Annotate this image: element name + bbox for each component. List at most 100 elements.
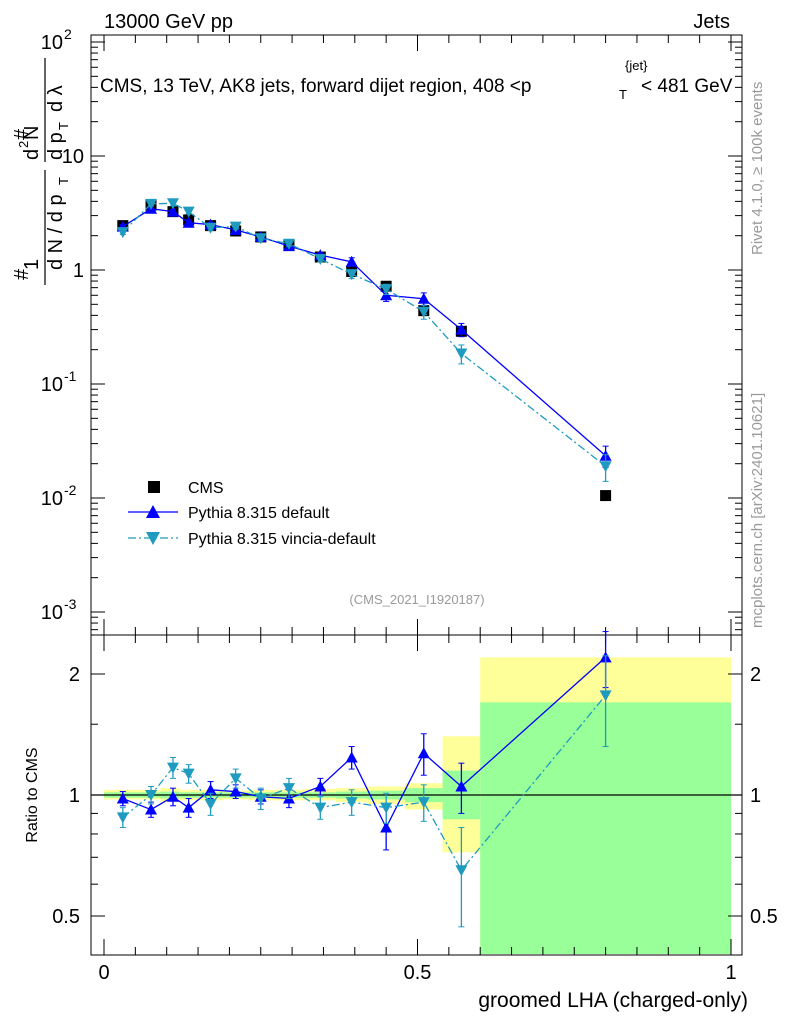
svg-text:Ratio to CMS: Ratio to CMS (24, 747, 41, 842)
main-y-tick-exponent: -1 (64, 368, 77, 384)
main-y-tick-label: 10 (62, 146, 84, 168)
main-series-2 (116, 198, 612, 482)
ratio-point-pythia-vincia (116, 812, 129, 824)
main-point-pythia-vincia (345, 269, 358, 281)
svg-text:d p: d p (45, 132, 67, 160)
legend-marker-cms (148, 481, 160, 493)
svg-text:N: N (21, 126, 43, 140)
svg-text:2: 2 (16, 141, 31, 148)
main-y-tick-label: 1 (73, 260, 84, 282)
ratio-point-pythia-vincia (254, 793, 267, 805)
ratio-point-pythia-vincia (345, 797, 358, 809)
rivet-version-label: Rivet 4.1.0, ≥ 100k events (749, 82, 766, 255)
svg-text:T: T (56, 177, 71, 185)
main-point-pythia-vincia (455, 348, 468, 360)
main-y-label-denominator: d N / d p (45, 194, 67, 270)
header-jets-label: Jets (693, 11, 730, 33)
main-point-pythia-vincia (254, 233, 267, 245)
svg-text:d: d (21, 149, 43, 160)
ratio-y-tick-label-right: 2 (750, 664, 761, 686)
ratio-point-pythia-vincia (455, 865, 468, 877)
legend-entry-pythia-vincia: Pythia 8.315 vincia-default (188, 531, 376, 548)
svg-text:T: T (56, 122, 71, 130)
main-y-tick-label: 10 (41, 374, 63, 396)
x-axis-label: groomed LHA (charged-only) (478, 989, 748, 1012)
main-series-line (122, 208, 607, 457)
ratio-point-pythia-default (314, 780, 327, 792)
main-point-pythia-vincia (380, 284, 393, 296)
main-point-pythia-default (345, 255, 358, 267)
main-point-pythia-vincia (182, 206, 195, 218)
main-point-pythia-default (166, 205, 179, 217)
main-y-tick-label: 10 (41, 32, 63, 54)
plot-title-subscript: T (619, 87, 627, 102)
main-y-tick-exponent: 2 (64, 26, 72, 42)
ratio-point-pythia-vincia (182, 768, 195, 780)
ratio-point-pythia-default (166, 790, 179, 802)
ratio-series-line (122, 694, 607, 872)
main-point-cms (600, 490, 612, 502)
legend-entry-pythia-default: Pythia 8.315 default (188, 505, 330, 522)
plot-title: CMS, 13 TeV, AK8 jets, forward dijet reg… (100, 58, 733, 102)
svg-text:#: # (11, 128, 33, 140)
plot-title-tail: < 481 GeV (641, 76, 733, 97)
ratio-point-pythia-vincia (166, 762, 179, 774)
svg-text:d λ: d λ (45, 85, 67, 112)
main-point-pythia-vincia (282, 238, 295, 250)
svg-text:mcplots.cern.ch [arXiv:2401.10: mcplots.cern.ch [arXiv:2401.10621] (749, 393, 766, 628)
main-y-label-numerator: 1 (21, 259, 43, 270)
main-point-pythia-vincia (204, 222, 217, 234)
plot-title-main: CMS, 13 TeV, AK8 jets, forward dijet reg… (100, 76, 531, 97)
main-point-pythia-default (455, 323, 468, 335)
ratio-point-pythia-default (380, 821, 393, 833)
main-point-pythia-vincia (229, 221, 242, 233)
ratio-point-pythia-vincia (229, 773, 242, 785)
main-point-pythia-default (417, 292, 430, 304)
ratio-point-pythia-default (229, 785, 242, 797)
ratio-point-pythia-vincia (314, 802, 327, 814)
main-series-0 (117, 199, 612, 502)
ratio-point-pythia-default (417, 747, 430, 759)
ratio-point-pythia-default (455, 780, 468, 792)
ratio-series-1 (116, 655, 612, 928)
analysis-id-label: (CMS_2021_I1920187) (349, 592, 484, 607)
legend-entry-cms: CMS (188, 480, 224, 497)
ratio-point-pythia-default (345, 751, 358, 763)
ratio-point-pythia-default (182, 801, 195, 813)
ratio-point-pythia-default (145, 803, 158, 815)
main-y-tick-exponent: -3 (64, 596, 77, 612)
main-y-tick-label: 10 (41, 488, 63, 510)
main-point-pythia-vincia (116, 227, 129, 239)
legend-marker-pythia-vincia (146, 532, 160, 545)
ratio-plot-panel: Ratio to CMS 0.5 0.5 1 1 2 2 0 0.5 1 groomed LH… (24, 631, 778, 1012)
legend-marker-pythia-default (146, 505, 160, 518)
main-point-pythia-vincia (145, 198, 158, 210)
ratio-point-pythia-vincia (380, 802, 393, 814)
ratio-point-pythia-default (116, 792, 129, 804)
ratio-point-pythia-vincia (145, 790, 158, 801)
header-process-label: 13000 GeV pp (104, 11, 233, 33)
main-point-pythia-vincia (166, 198, 179, 210)
ratio-y-tick-label: 1 (69, 785, 80, 807)
x-tick-label: 1 (725, 962, 736, 984)
ratio-point-pythia-vincia (204, 798, 217, 810)
main-series-1 (116, 202, 612, 469)
main-point-pythia-vincia (599, 461, 612, 473)
ratio-y-tick-label: 0.5 (52, 906, 80, 928)
ratio-y-tick-label-right: 0.5 (750, 906, 778, 928)
x-tick-label: 0.5 (404, 962, 432, 984)
main-series-line (122, 202, 607, 467)
main-point-pythia-vincia (417, 306, 430, 318)
x-tick-label: 0 (98, 962, 109, 984)
main-y-axis-label: 1 d N / d p T # # d 2 N d p T d λ (11, 58, 71, 285)
ratio-point-pythia-vincia (599, 690, 612, 702)
ratio-y-axis-label: Ratio to CMS (24, 747, 41, 842)
mcplots-reference-label: mcplots.cern.ch [arXiv:2401.10621] (749, 393, 766, 628)
legend: CMS Pythia 8.315 default Pythia 8.315 vi… (128, 480, 376, 548)
ratio-point-pythia-vincia (417, 797, 430, 809)
svg-text:Rivet 4.1.0, ≥ 100k events: Rivet 4.1.0, ≥ 100k events (749, 82, 766, 255)
svg-text:#: # (11, 268, 33, 280)
main-point-pythia-default (182, 216, 195, 228)
